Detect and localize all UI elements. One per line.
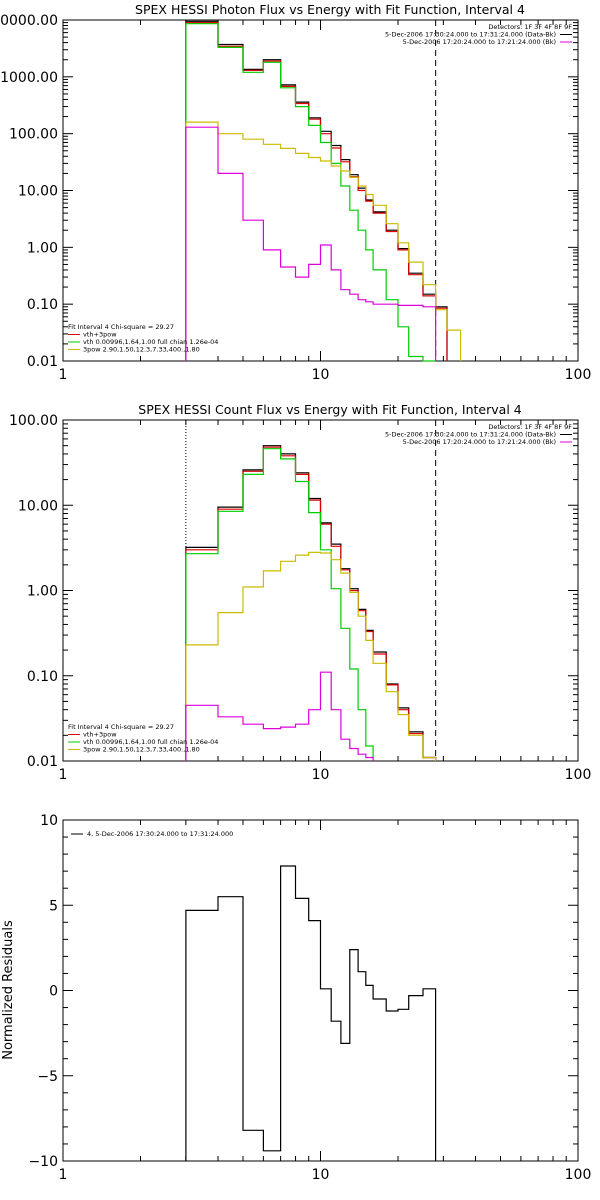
- legend-text: 5-Dec-2006 17:30:24.000 to 17:31:24.000 …: [385, 31, 556, 39]
- y-tick-label: 10.00: [18, 184, 58, 200]
- y-tick-label: 10: [40, 813, 58, 829]
- series-vth: [185, 448, 374, 761]
- legend-text: vth+3pow: [83, 331, 117, 339]
- series-5-dec-2006-17-30-24-000-to-17-31-24-000-data-bk: [185, 20, 448, 361]
- count-flux-legend-bottom-left: Fit Interval 4 Chi-square = 29.27vth+3po…: [68, 723, 218, 754]
- y-tick-label: −5: [37, 1069, 58, 1085]
- x-tick-label: 1: [59, 367, 68, 383]
- residuals-legend: 4, 5-Dec-2006 17:30:24.000 to 17:31:24.0…: [71, 830, 233, 838]
- photon-flux-legend-bottom-left: Fit Interval 4 Chi-square = 29.27vth+3po…: [68, 323, 218, 354]
- x-tick-label: 1: [59, 1167, 68, 1183]
- series-4-5-dec-2006-17-30-24-000-to-17-31-24-000: [185, 865, 437, 1161]
- count-flux-panel: SPEX HESSI Count Flux vs Energy with Fit…: [9, 402, 591, 783]
- legend-text: Detectors: 1F 3F 4F 8F 9F: [488, 423, 572, 431]
- x-tick-label: 10: [312, 367, 330, 383]
- series-5-dec-2006-17-20-24-000-to-17-21-24-000-bk: [185, 126, 437, 361]
- x-tick-label: 100: [565, 367, 592, 383]
- y-tick-label: 1000.00: [0, 70, 58, 86]
- legend-text: 4, 5-Dec-2006 17:30:24.000 to 17:31:24.0…: [87, 830, 233, 838]
- photon-flux-legend-top-right: Detectors: 1F 3F 4F 8F 9F5-Dec-2006 17:3…: [385, 23, 572, 46]
- photon-flux-axes-frame: [62, 19, 579, 362]
- residuals-series: [185, 865, 437, 1161]
- residuals-y-axis-label: Normalized Residuals: [1, 920, 16, 1060]
- residuals-axes-frame: [62, 819, 579, 1162]
- x-tick-label: 1: [59, 767, 68, 783]
- photon-flux-panel: SPEX HESSI Photon Flux vs Energy with Fi…: [0, 2, 591, 383]
- x-tick-label: 10: [312, 1167, 330, 1183]
- y-tick-label: 10000.00: [0, 13, 58, 29]
- y-tick-label: 0.01: [27, 754, 58, 770]
- legend-text: 3pow 2.90,1.50,12.3,7.33,400.,1.80: [83, 746, 200, 754]
- series-3pow: [185, 121, 462, 361]
- x-tick-label: 10: [312, 767, 330, 783]
- y-tick-label: 100.00: [9, 413, 58, 429]
- y-tick-label: −10: [28, 1154, 58, 1170]
- y-tick-label: 0.10: [27, 297, 58, 313]
- residuals-panel: Normalized Residuals 1 10 100 −10 −5 0 5 10 4, …: [1, 813, 591, 1183]
- y-tick-label: 0: [49, 984, 58, 1000]
- y-tick-label: 10.00: [18, 498, 58, 514]
- series-vth-3pow: [185, 22, 448, 361]
- y-tick-label: 0.01: [27, 354, 58, 370]
- legend-text: vth 0.00996,1.64,1.00 full chian 1.26e-0…: [83, 338, 218, 346]
- x-tick-label: 100: [565, 767, 592, 783]
- series-5-dec-2006-17-20-24-000-to-17-21-24-000-bk: [185, 671, 374, 761]
- photon-flux-axes: 1 10 100 0.01 0.10 1.00 10.00 100.00 1000.00 1000…: [0, 13, 591, 383]
- series-vth: [185, 23, 436, 362]
- legend-text: Fit Interval 4 Chi-square = 29.27: [68, 323, 174, 331]
- y-tick-label: 100.00: [9, 127, 58, 143]
- count-flux-legend-top-right: Detectors: 1F 3F 4F 8F 9F5-Dec-2006 17:3…: [385, 423, 572, 446]
- y-tick-label: 1.00: [27, 240, 58, 256]
- legend-text: vth 0.00996,1.64,1.00 full chian 1.26e-0…: [83, 738, 218, 746]
- legend-text: 5-Dec-2006 17:20:24.000 to 17:21:24.000 …: [403, 438, 556, 446]
- legend-text: 5-Dec-2006 17:30:24.000 to 17:31:24.000 …: [385, 431, 556, 439]
- legend-text: 3pow 2.90,1.50,12.3,7.33,400.,1.80: [83, 346, 200, 354]
- series-3pow: [185, 551, 437, 761]
- legend-text: Detectors: 1F 3F 4F 8F 9F: [488, 23, 572, 31]
- y-tick-label: 0.10: [27, 669, 58, 685]
- y-tick-label: 1.00: [27, 584, 58, 600]
- x-tick-label: 100: [565, 1167, 592, 1183]
- legend-text: Fit Interval 4 Chi-square = 29.27: [68, 723, 174, 731]
- photon-flux-title: SPEX HESSI Photon Flux vs Energy with Fi…: [135, 2, 525, 17]
- residuals-axes: 1 10 100 −10 −5 0 5 10: [28, 813, 591, 1183]
- legend-text: 5-Dec-2006 17:20:24.000 to 17:21:24.000 …: [403, 38, 556, 46]
- count-flux-series: [185, 445, 437, 761]
- count-flux-title: SPEX HESSI Count Flux vs Energy with Fit…: [138, 402, 521, 417]
- legend-text: vth+3pow: [83, 731, 117, 739]
- photon-flux-series: [185, 20, 462, 362]
- y-tick-label: 5: [49, 898, 58, 914]
